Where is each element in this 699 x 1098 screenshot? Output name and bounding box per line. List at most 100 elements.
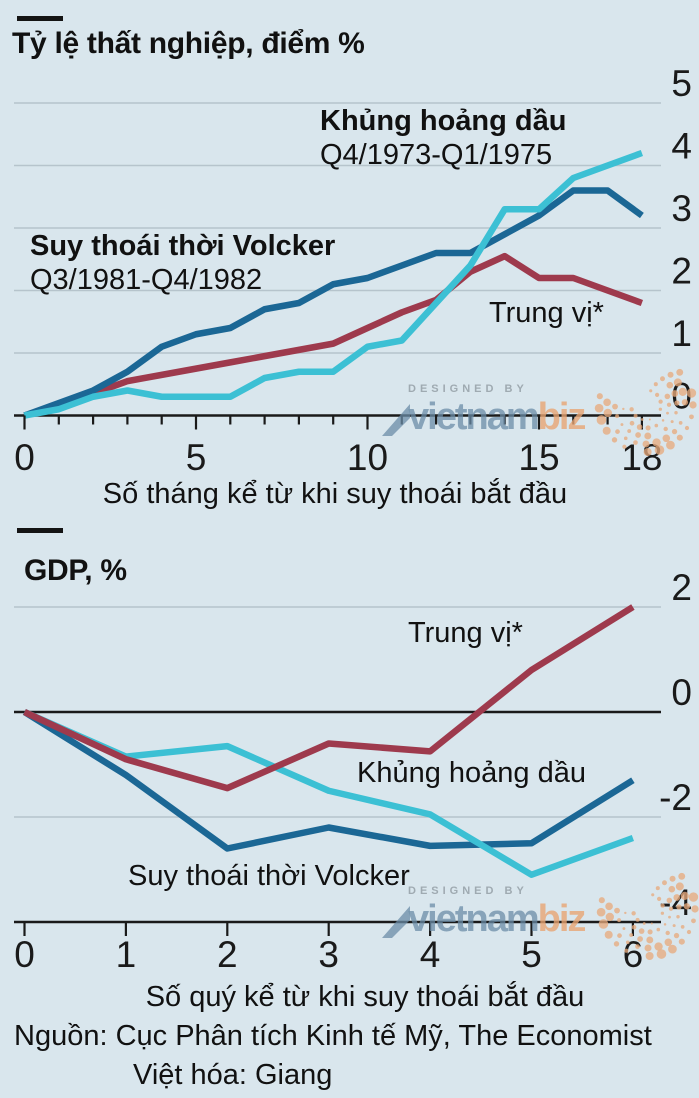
globe-dot (629, 420, 635, 426)
globe-dot (654, 942, 663, 951)
annotation-oil-bottom: Khủng hoảng dầu (357, 757, 586, 789)
globe-dot (649, 389, 653, 393)
logo-globe-icon (594, 368, 697, 456)
globe-dot (656, 949, 667, 959)
annotation-oil-crisis-name: Khủng hoảng dầu (320, 105, 567, 137)
globe-dot (672, 924, 676, 928)
globe-dot (622, 444, 627, 449)
logo-text-vietnam: vietnam (408, 396, 540, 438)
chart-area-bottom: 0 1 2 3 4 5 6 -4 -2 0 2 (14, 567, 692, 975)
vietnambiz-logo: vietnambiz (382, 396, 587, 438)
chart1-x-axis-label: Số tháng kể từ khi suy thoái bắt đầu (102, 478, 568, 510)
globe-dot (660, 376, 665, 382)
logo-text-biz: biz (537, 396, 587, 438)
source-line: Nguồn: Cục Phân tích Kinh tế Mỹ, The Eco… (14, 1020, 652, 1052)
annotation-oil-crisis-period: Q4/1973-Q1/1975 (320, 139, 553, 171)
globe-dot (666, 440, 675, 450)
globe-dot (673, 894, 681, 901)
globe-dot (668, 885, 676, 893)
globe-dot (658, 399, 663, 404)
globe-dot (598, 897, 605, 904)
y-tick-label: 2 (671, 567, 692, 608)
x-tick-label: 3 (318, 934, 339, 975)
globe-dot (651, 893, 655, 897)
globe-dot (676, 914, 680, 919)
globe-dot (689, 414, 694, 420)
globe-dot (653, 382, 658, 387)
globe-dot (647, 929, 653, 935)
globe-dot (596, 907, 606, 917)
globe-dot (654, 392, 660, 398)
globe-dot (656, 896, 662, 902)
globe-dot (635, 944, 640, 949)
globe-dot (666, 402, 672, 407)
logo-globe-icon-2 (596, 872, 699, 960)
globe-dot (596, 415, 607, 425)
globe-dot (605, 902, 613, 911)
globe-dot (603, 398, 611, 407)
globe-dot (669, 875, 676, 882)
globe-dot (663, 923, 667, 926)
globe-dot (676, 368, 684, 376)
globe-dot (676, 904, 682, 910)
annotation-median-bottom: Trung vị* (408, 617, 523, 649)
y-tick-label: -2 (659, 777, 692, 818)
globe-dot (663, 426, 668, 432)
globe-dot (637, 936, 643, 942)
globe-dot (640, 418, 644, 421)
globe-dot (617, 918, 622, 923)
globe-dot (624, 948, 629, 953)
globe-dot (674, 410, 678, 415)
globe-dot (635, 432, 641, 438)
globe-dot (668, 906, 674, 911)
globe-dot (688, 892, 699, 902)
globe-dot (673, 932, 680, 939)
globe-dot (596, 393, 603, 400)
annotation-oil-crisis: Khủng hoảng dầu Q4/1973-Q1/1975 (320, 104, 566, 172)
globe-dot (666, 897, 673, 904)
globe-dot (614, 907, 620, 914)
globe-dot (658, 407, 663, 411)
globe-dot (670, 420, 674, 424)
globe-dot (680, 891, 689, 900)
y-tick-label: -4 (659, 882, 692, 923)
globe-dot (603, 408, 613, 418)
globe-dot (613, 941, 620, 947)
y-tick-label: 0 (671, 672, 692, 713)
globe-dot (656, 927, 661, 932)
globe-dot (691, 905, 699, 913)
globe-dot (686, 388, 697, 398)
globe-dot (683, 903, 691, 910)
globe-dot (661, 419, 665, 422)
globe-dot (633, 440, 638, 445)
series-line-median (23, 252, 644, 419)
globe-dot (678, 938, 685, 945)
globe-dot (655, 886, 660, 891)
section-dash (17, 16, 63, 21)
globe-dot (662, 434, 671, 443)
credit-line: Việt hóa: Giang (133, 1059, 333, 1091)
designed-by-label-2: DESIGNED BY (408, 885, 528, 897)
globe-dot (684, 425, 690, 431)
globe-dot (678, 872, 686, 880)
globe-dot (636, 424, 643, 430)
annotation-median-top: Trung vị* (489, 297, 604, 329)
globe-dot (622, 927, 626, 931)
series-line-median (23, 604, 635, 792)
globe-dot (664, 938, 673, 947)
globe-dot (676, 434, 683, 441)
globe-dot (645, 425, 651, 431)
globe-dot (629, 407, 634, 412)
x-tick-label: 6 (623, 934, 644, 975)
globe-dot (648, 418, 651, 421)
section-dash-2 (17, 528, 63, 533)
x-tick-label: 10 (347, 437, 388, 478)
chart2-x-axis-label: Số quý kể từ khi suy thoái bắt đầu (145, 981, 585, 1013)
logo-swoosh-icon (382, 404, 410, 436)
globe-dot (615, 429, 620, 434)
globe-dot (612, 403, 618, 410)
logo-text-biz-2: biz (537, 898, 587, 940)
designed-by-label: DESIGNED BY (408, 383, 528, 395)
